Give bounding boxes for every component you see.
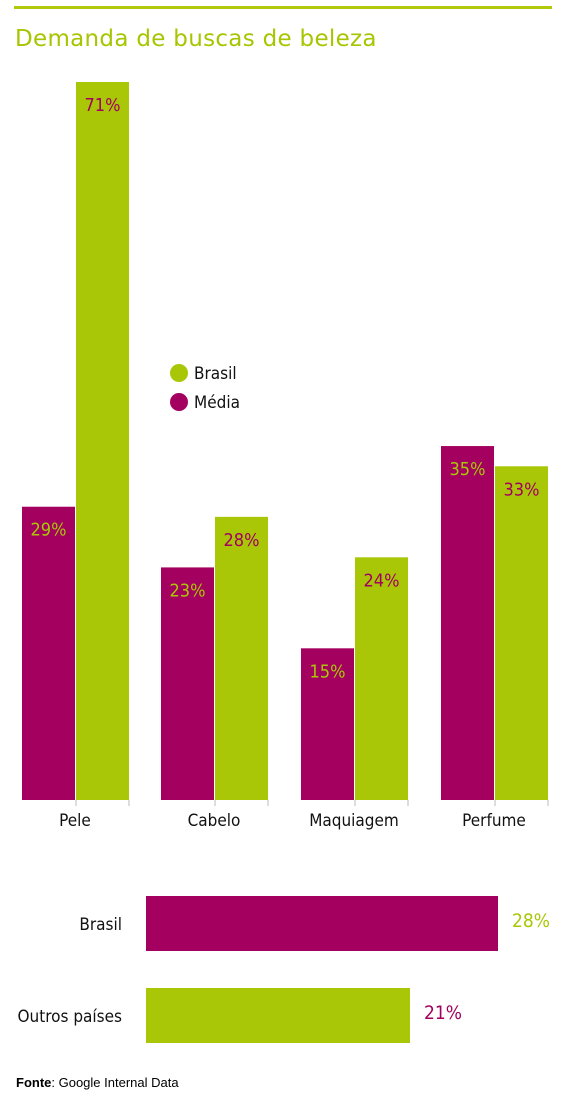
bar-mdia-perfume (441, 446, 494, 800)
legend-label-mdia: Média (194, 393, 240, 413)
data-label-brasil-cabelo: 28% (224, 530, 260, 551)
data-label-brasil-pele: 71% (85, 95, 121, 116)
category-label-pele: Pele (59, 811, 91, 831)
data-label-mdia-pele: 29% (31, 520, 67, 541)
category-label-maquiagem: Maquiagem (309, 811, 399, 831)
bar-mdia-maquiagem (301, 648, 354, 800)
bar-brasil-cabelo (215, 516, 268, 800)
hbar-category-brasil: Brasil (79, 915, 122, 935)
data-label-mdia-perfume: 35% (450, 459, 486, 480)
hbar-value-brasil: 28% (512, 910, 550, 932)
bar-mdia-pele (22, 506, 75, 800)
legend-swatch-mdia (170, 393, 188, 411)
hbar-brasil (146, 896, 498, 951)
category-label-cabelo: Cabelo (188, 811, 241, 831)
hbar-outrospases (146, 988, 410, 1043)
data-label-brasil-perfume: 33% (504, 479, 540, 500)
title-rule (14, 6, 552, 9)
data-label-mdia-maquiagem: 15% (310, 661, 346, 682)
legend-swatch-brasil (170, 364, 188, 382)
source-note: Fonte: Google Internal Data (16, 1075, 179, 1090)
horizontal-bars: Brasil 28% Outros países 21% (18, 896, 550, 1043)
data-label-brasil-maquiagem: 24% (364, 570, 400, 591)
data-label-mdia-cabelo: 23% (170, 580, 206, 601)
bar-mdia-cabelo (161, 567, 214, 800)
chart-title: Demanda de buscas de beleza (15, 26, 377, 52)
legend-label-brasil: Brasil (194, 364, 237, 384)
legend: Brasil Média (170, 364, 240, 413)
bar-brasil-perfume (495, 466, 548, 800)
source-label: Fonte (16, 1075, 52, 1090)
hbar-value-outrospases: 21% (424, 1002, 462, 1024)
vertical-bars: 29% 71% Pele 23% 28% Cabelo 15% 24% Maquiagem 35%… (22, 82, 549, 831)
hbar-category-outrospases: Outros países (18, 1007, 123, 1027)
source-text: : Google Internal Data (51, 1075, 179, 1090)
category-label-perfume: Perfume (462, 811, 526, 831)
bar-brasil-maquiagem (355, 557, 408, 800)
bar-brasil-pele (76, 82, 129, 800)
